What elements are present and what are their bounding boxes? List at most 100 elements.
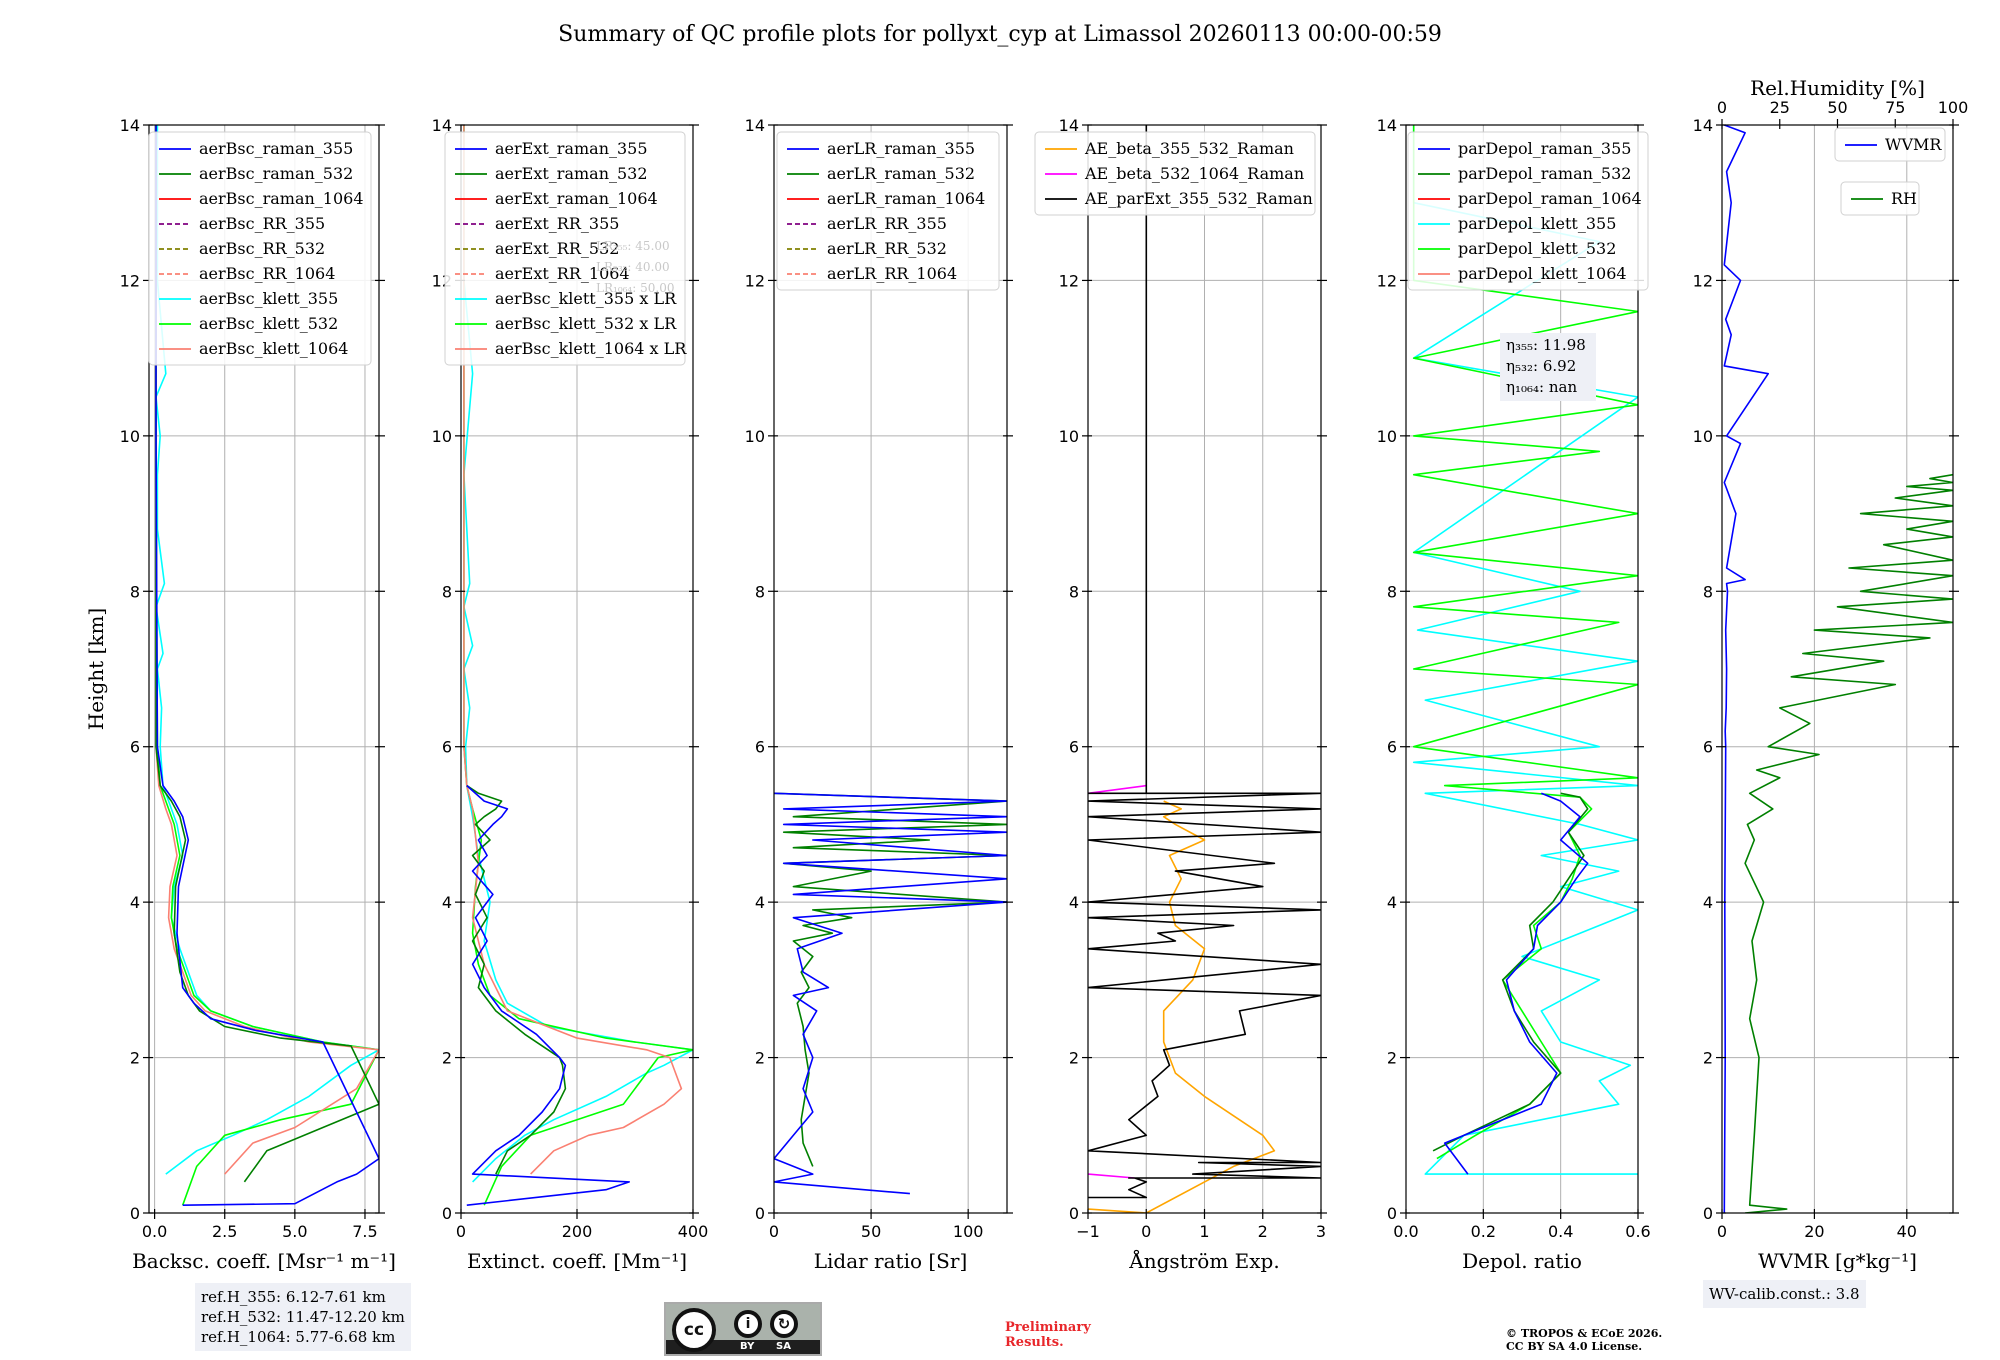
preliminary-line-1: Preliminary [1005, 1320, 1091, 1335]
y-tick-label: 0 [1387, 1204, 1397, 1223]
legend-box [444, 131, 686, 366]
series-line-aerlr-raman-355 [774, 792, 1007, 1195]
y-tick-label: 8 [755, 582, 765, 601]
x-tick-label: 0 [1717, 1222, 1727, 1241]
x-tick-label: 3 [1316, 1222, 1326, 1241]
preliminary-results-note: Preliminary Results. [1005, 1320, 1091, 1350]
annotation-box: η₃₅₅: 11.98 η₅₃₂: 6.92 η₁₀₆₄: nan [1500, 333, 1596, 401]
legend-label: aerExt_raman_1064 [495, 189, 658, 208]
y-tick-label: 14 [1693, 116, 1713, 135]
y-tick-label: 8 [442, 582, 452, 601]
y-tick-label: 12 [1693, 271, 1713, 290]
y-tick-label: 10 [1059, 427, 1079, 446]
y-tick-label: 10 [745, 427, 765, 446]
attribution-person-icon: i [734, 1310, 762, 1338]
x-tick-label: 20 [1804, 1222, 1824, 1241]
series-line-aerbsc-raman-355 [155, 125, 379, 1206]
x-tick-label: 400 [678, 1222, 709, 1241]
x-tick-label: 0.0 [142, 1222, 167, 1241]
legend-box [1834, 127, 1946, 162]
y-tick-label: 10 [1377, 427, 1397, 446]
y-tick-label: 12 [1377, 271, 1397, 290]
x-axis-label: Lidar ratio [Sr] [814, 1249, 968, 1273]
legend-label: aerExt_RR_1064 [495, 264, 630, 283]
annotation-line: LR₃₅₅: 45.00 [596, 239, 670, 253]
y-tick-label: 4 [755, 893, 765, 912]
legend: parDepol_raman_355 parDepol_raman_532 parD… [1407, 131, 1649, 291]
y-tick-label: 2 [442, 1049, 452, 1068]
x-tick-label: 0.2 [1471, 1222, 1496, 1241]
y-tick-label: 0 [1069, 1204, 1079, 1223]
legend-label: aerExt_RR_532 [495, 239, 619, 258]
series-line-aerbsc-klett-1064 [155, 125, 379, 1175]
legend-box [776, 131, 1000, 291]
x-axis-label: Ångström Exp. [1128, 1248, 1279, 1273]
y-tick-label: 4 [1387, 893, 1397, 912]
reference-heights-box: ref.H_355: 6.12-7.61 km ref.H_532: 11.47… [195, 1283, 411, 1351]
y-tick-label: 6 [1069, 738, 1079, 757]
top-x-tick-label: 25 [1770, 98, 1790, 117]
series-line-aerbsc-klett-1064-x-lr [463, 125, 683, 1175]
legend-label: aerBsc_klett_1064 [199, 339, 348, 358]
x-tick-label: 0 [769, 1222, 779, 1241]
annotation-background [1500, 333, 1596, 401]
annotation-box: LR₃₅₅: 45.00 LR₅₃₂: 40.00 LR₁₀₆₄: 50.00 [596, 239, 674, 295]
wv-calibration-box: WV-calib.const.: 3.8 [1703, 1280, 1866, 1308]
ref-height-532: ref.H_532: 11.47-12.20 km [201, 1308, 405, 1326]
y-tick-label: 2 [1069, 1049, 1079, 1068]
legend: aerBsc_raman_355 aerBsc_raman_532 aerBsc_r… [148, 131, 372, 366]
legend-label: parDepol_klett_355 [1458, 214, 1616, 233]
copyright-line-2: CC BY SA 4.0 License. [1506, 1340, 1643, 1353]
legend-label: AE_parExt_355_532_Raman [1084, 189, 1313, 208]
y-tick-label: 2 [130, 1049, 140, 1068]
y-tick-label: 4 [1703, 893, 1713, 912]
legend-label: aerBsc_RR_1064 [199, 264, 335, 283]
x-tick-label: 0.6 [1625, 1222, 1650, 1241]
plot-frame [148, 124, 380, 1214]
legend: aerLR_raman_355 aerLR_raman_532 aerLR_rama… [776, 131, 1000, 291]
annotation-line: LR₁₀₆₄: 50.00 [596, 281, 674, 295]
annotation-line: η₃₅₅: 11.98 [1506, 336, 1586, 354]
y-tick-label: 8 [1069, 582, 1079, 601]
y-tick-label: 6 [442, 738, 452, 757]
x-tick-label: 7.5 [352, 1222, 377, 1241]
ref-height-355: ref.H_355: 6.12-7.61 km [201, 1288, 386, 1306]
y-tick-label: 12 [120, 271, 140, 290]
legend-label: AE_beta_532_1064_Raman [1084, 164, 1304, 183]
y-tick-label: 8 [130, 582, 140, 601]
series-line-aerbsc-klett-532 [155, 125, 379, 1206]
series-line-ae-beta-532-1064-raman [1088, 784, 1147, 795]
x-tick-label: −1 [1076, 1222, 1100, 1241]
x-axis-label: Depol. ratio [1462, 1249, 1582, 1273]
y-tick-label: 12 [745, 271, 765, 290]
y-tick-label: 14 [120, 116, 140, 135]
series-line-wvmr [1723, 125, 1769, 1213]
y-tick-label: 0 [755, 1204, 765, 1223]
legend-label: aerLR_raman_532 [827, 164, 975, 183]
y-tick-label: 12 [1059, 271, 1079, 290]
series-line-aerbsc-klett-355 [155, 125, 379, 1175]
y-tick-label: 4 [1069, 893, 1079, 912]
series-group [1412, 125, 1638, 1175]
y-tick-label: 10 [1693, 427, 1713, 446]
legend: WVMR [1834, 127, 1946, 162]
legend-label: AE_beta_355_532_Raman [1084, 139, 1294, 158]
y-tick-label: 0 [130, 1204, 140, 1223]
x-tick-label: 50 [861, 1222, 881, 1241]
x-tick-label: 100 [953, 1222, 984, 1241]
y-tick-label: 14 [432, 116, 452, 135]
legend-box [1407, 131, 1649, 291]
legend-label: aerBsc_RR_355 [199, 214, 325, 233]
series-line-ae-beta-532-1064-raman-low- [1088, 1173, 1135, 1179]
legend-label: aerBsc_RR_532 [199, 239, 325, 258]
plot-frame [1405, 124, 1639, 1214]
annotation-line: η₅₃₂: 6.92 [1506, 357, 1576, 375]
preliminary-line-2: Results. [1005, 1335, 1064, 1350]
legend: aerExt_raman_355 aerExt_raman_532 aerExt_r… [444, 131, 687, 366]
annotation-line: η₁₀₆₄: nan [1506, 378, 1577, 396]
series-line-aerext-raman-532 [466, 784, 567, 1175]
y-tick-label: 0 [1703, 1204, 1713, 1223]
legend-label: aerBsc_klett_355 x LR [495, 289, 677, 308]
